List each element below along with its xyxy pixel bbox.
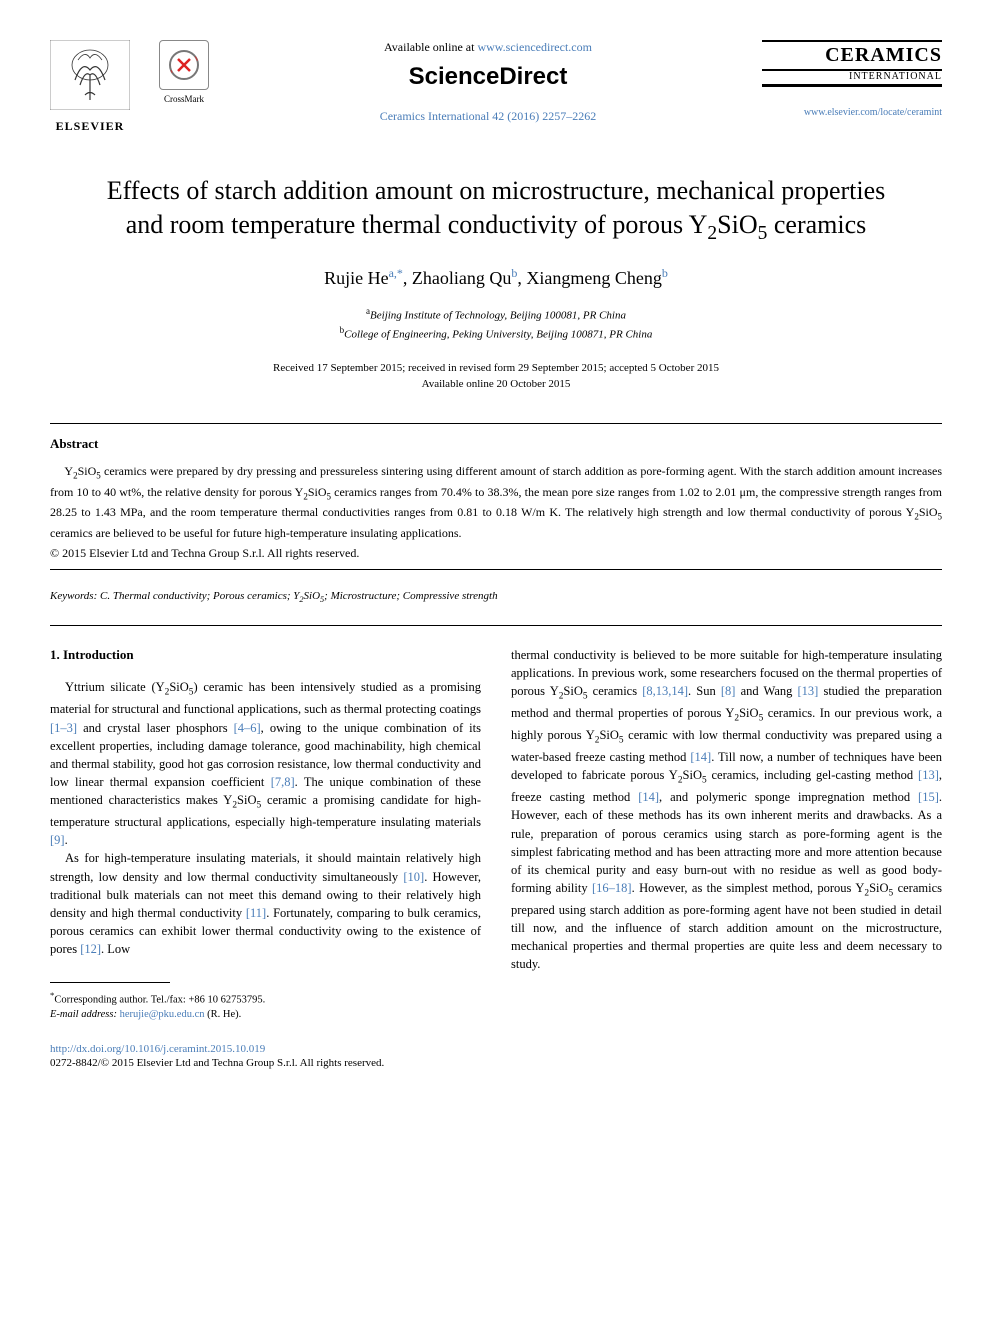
p3l: . However, each of these methods has its… [511,790,942,895]
keywords-label: Keywords: [50,590,97,602]
divider-mid [50,569,942,570]
right-column: thermal conductivity is believed to be m… [511,646,942,1024]
footnote-divider [50,982,170,983]
ref-12[interactable]: [12] [80,942,101,956]
ref-16-18[interactable]: [16–18] [592,881,632,895]
journal-title: CERAMICS [762,40,942,71]
doi-link[interactable]: http://dx.doi.org/10.1016/j.ceramint.201… [50,1043,942,1055]
keywords-line: Keywords: C. Thermal conductivity; Porou… [50,590,942,604]
author-3-name: Xiangmeng Cheng [526,268,661,288]
intro-p1: Yttrium silicate (Y2SiO5) ceramic has be… [50,678,481,849]
ref-14b[interactable]: [14] [638,790,659,804]
abstract-text: Y2SiO5 ceramics were prepared by dry pre… [50,462,942,543]
ref-15[interactable]: [15] [918,790,939,804]
ref-10[interactable]: [10] [403,870,424,884]
p3i: ceramics, including gel-casting method [707,768,918,782]
sciencedirect-url[interactable]: www.sciencedirect.com [477,40,592,54]
corr-text: Corresponding author. Tel./fax: +86 10 6… [54,995,265,1006]
ref-13b[interactable]: [13] [918,768,939,782]
p3b: ceramics [588,684,643,698]
intro-p2: As for high-temperature insulating mater… [50,849,481,958]
email-footnote: E-mail address: herujie@pku.edu.cn (R. H… [50,1008,481,1023]
title-line2-post: ceramics [767,210,866,239]
ref-1-3[interactable]: [1–3] [50,721,77,735]
page-header: ELSEVIER CrossMark Available online at w… [50,40,942,134]
ref-14[interactable]: [14] [690,750,711,764]
intro-p3: thermal conductivity is believed to be m… [511,646,942,974]
author-1-affil: a, [389,266,397,280]
article-dates: Received 17 September 2015; received in … [50,360,942,393]
ref-9[interactable]: [9] [50,833,65,847]
divider-top [50,423,942,424]
intro-heading: 1. Introduction [50,646,481,665]
keywords-text-a: C. Thermal conductivity; Porous ceramics… [97,590,299,602]
elsevier-label: ELSEVIER [50,119,130,134]
ref-13[interactable]: [13] [798,684,819,698]
ref-7-8[interactable]: [7,8] [271,775,295,789]
affil-b-text: College of Engineering, Peking Universit… [344,329,652,341]
p1g: . [65,833,68,847]
journal-subtitle: INTERNATIONAL [762,71,942,87]
p1c: and crystal laser phosphors [77,721,234,735]
abs-pre: Y [64,464,73,478]
corresponding-footnote: *Corresponding author. Tel./fax: +86 10 … [50,989,481,1008]
ref-11[interactable]: [11] [246,906,266,920]
header-right: CERAMICS INTERNATIONAL www.elsevier.com/… [762,40,942,118]
ref-8b[interactable]: [8] [721,684,736,698]
affil-a-text: Beijing Institute of Technology, Beijing… [370,310,626,322]
author-3-affil: b [662,266,668,280]
email-label: E-mail address: [50,1009,120,1020]
article-title: Effects of starch addition amount on mic… [50,174,942,246]
journal-citation-link[interactable]: Ceramics International 42 (2016) 2257–22… [380,109,597,123]
divider-bot [50,625,942,626]
crossmark-icon [159,40,209,90]
abstract-copyright: © 2015 Elsevier Ltd and Techna Group S.r… [50,546,942,561]
author-1-name: Rujie He [324,268,389,288]
title-line2-pre: and room temperature thermal conductivit… [126,210,708,239]
locate-link[interactable]: www.elsevier.com/locate/ceramint [762,107,942,118]
ref-4-6[interactable]: [4–6] [234,721,261,735]
p3m: . However, as the simplest method, porou… [632,881,865,895]
elsevier-tree-icon [50,40,130,110]
title-line1: Effects of starch addition amount on mic… [107,176,886,205]
author-2-name: Zhaoliang Qu [412,268,511,288]
dates-line2: Available online 20 October 2015 [422,378,571,390]
email-suffix: (R. He). [205,1009,242,1020]
header-left: ELSEVIER CrossMark [50,40,214,134]
crossmark-label: CrossMark [154,94,214,104]
p3k: , and polymeric sponge impregnation meth… [659,790,918,804]
available-online-text: Available online at www.sciencedirect.co… [234,40,742,55]
body-columns: 1. Introduction Yttrium silicate (Y2SiO5… [50,646,942,1024]
left-column: 1. Introduction Yttrium silicate (Y2SiO5… [50,646,481,1024]
authors-line: Rujie Hea,*, Zhaoliang Qub, Xiangmeng Ch… [50,266,942,289]
email-link[interactable]: herujie@pku.edu.cn [120,1009,205,1020]
p1a: Yttrium silicate (Y [65,680,165,694]
abs-c: ceramics are believed to be useful for f… [50,526,462,540]
affiliations: aBeijing Institute of Technology, Beijin… [50,305,942,343]
bottom-copyright: 0272-8842/© 2015 Elsevier Ltd and Techna… [50,1057,942,1069]
author-1-corr: * [397,266,403,280]
keywords-text-b: ; Microstructure; Compressive strength [324,590,497,602]
p3d: and Wang [735,684,797,698]
crossmark-badge[interactable]: CrossMark [154,40,214,104]
header-center: Available online at www.sciencedirect.co… [214,40,762,125]
p2d: . Low [101,942,130,956]
available-online-prefix: Available online at [384,40,477,54]
author-2-affil: b [511,266,517,280]
dates-line1: Received 17 September 2015; received in … [273,362,719,374]
sciencedirect-logo: ScienceDirect [234,63,742,91]
ref-8-13-14[interactable]: [8,13,14] [642,684,688,698]
p3c: . Sun [688,684,721,698]
abstract-heading: Abstract [50,436,942,452]
elsevier-logo: ELSEVIER [50,40,130,134]
